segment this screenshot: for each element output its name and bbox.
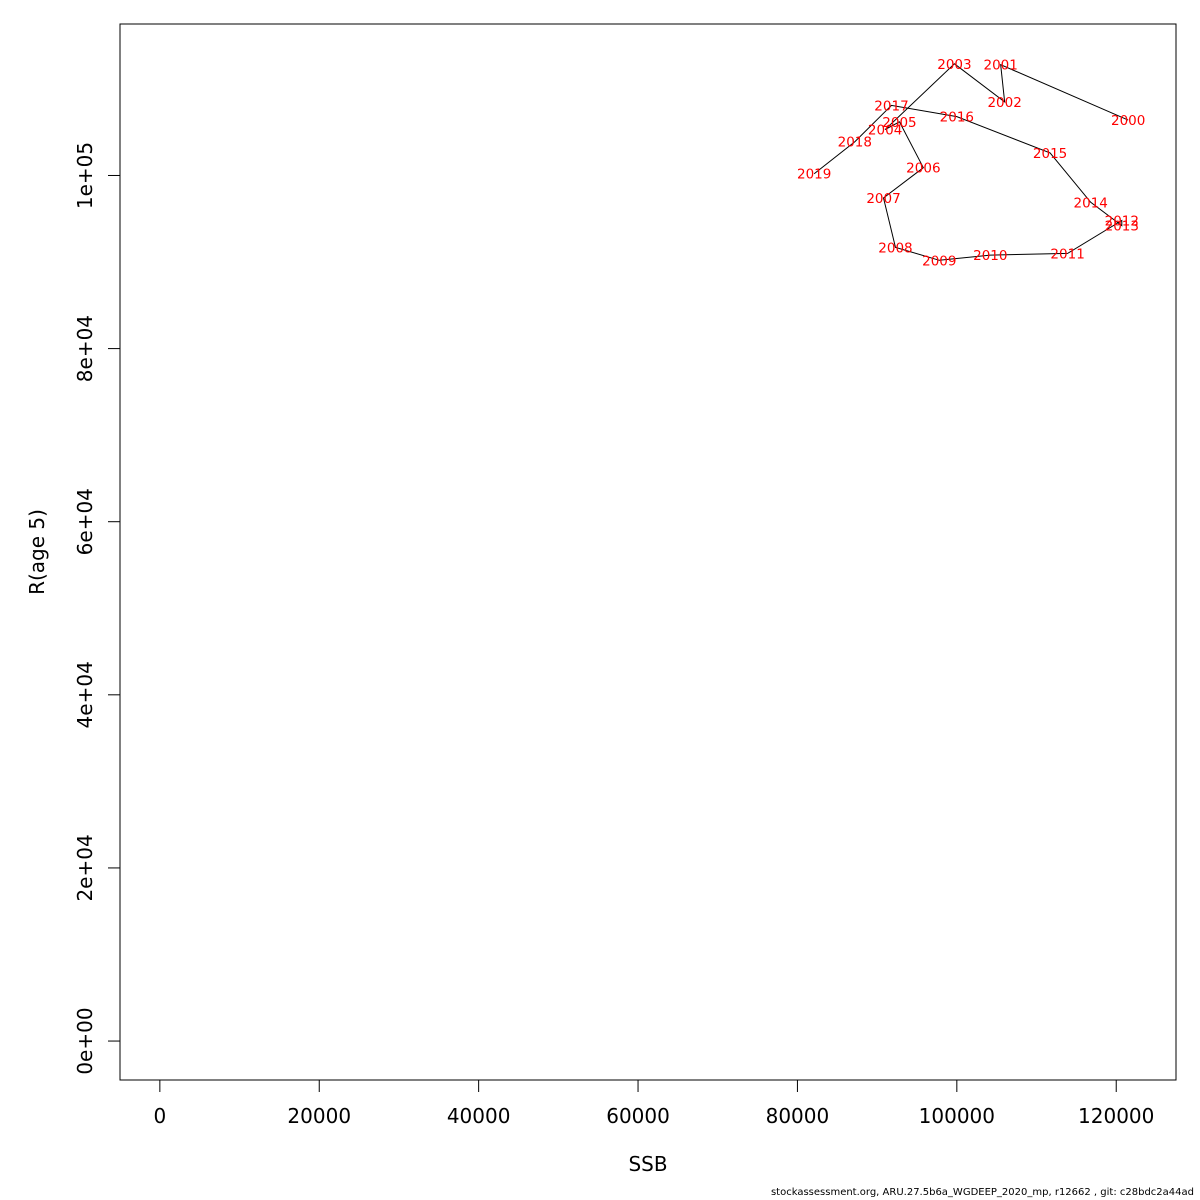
year-label: 2004: [868, 123, 902, 139]
year-label: 2015: [1033, 146, 1067, 162]
y-tick-label: 8e+04: [73, 315, 97, 382]
y-axis: 0e+00 2e+04 4e+04 6e+04 8e+04 1e+05: [73, 142, 121, 1075]
year-label: 2003: [937, 57, 971, 73]
year-label: 2018: [838, 135, 872, 151]
x-axis: 0 20000 40000 60000 80000 100000 120000: [153, 1079, 1154, 1128]
x-tick-label: 40000: [447, 1104, 511, 1128]
x-tick-label: 80000: [766, 1104, 830, 1128]
year-label: 2009: [922, 253, 956, 269]
year-label: 2007: [866, 191, 900, 207]
year-label: 2011: [1050, 246, 1084, 262]
x-tick-label: 20000: [287, 1104, 351, 1128]
x-tick-label: 120000: [1078, 1104, 1154, 1128]
y-axis-title: R(age 5): [25, 509, 49, 595]
year-label: 2019: [797, 167, 831, 183]
series-path: [813, 63, 1129, 261]
x-tick-label: 100000: [919, 1104, 995, 1128]
year-label: 2006: [906, 161, 940, 177]
year-label: 2000: [1111, 113, 1145, 129]
x-tick-label: 60000: [606, 1104, 670, 1128]
year-label: 2017: [874, 98, 908, 114]
footer-credit: stockassessment.org, ARU.27.5b6a_WGDEEP_…: [770, 1187, 1194, 1198]
year-label: 2001: [983, 58, 1017, 74]
y-tick-label: 2e+04: [73, 834, 97, 901]
year-label: 2012: [1105, 213, 1139, 229]
year-label: 2013: [1105, 219, 1139, 235]
year-label: 2016: [940, 110, 974, 126]
trajectory-line: [813, 63, 1129, 261]
plot-frame: [119, 23, 1177, 1081]
year-label: 2014: [1074, 195, 1108, 211]
year-label: 2008: [878, 240, 912, 256]
year-label: 2005: [882, 115, 916, 131]
x-axis-title: SSB: [628, 1152, 667, 1176]
x-tick-label: 0: [153, 1104, 166, 1128]
year-label: 2002: [987, 95, 1021, 111]
y-tick-label: 6e+04: [73, 488, 97, 555]
y-tick-label: 0e+00: [73, 1007, 97, 1074]
y-tick-label: 4e+04: [73, 661, 97, 728]
y-tick-label: 1e+05: [73, 142, 97, 209]
year-label: 2010: [973, 248, 1007, 264]
